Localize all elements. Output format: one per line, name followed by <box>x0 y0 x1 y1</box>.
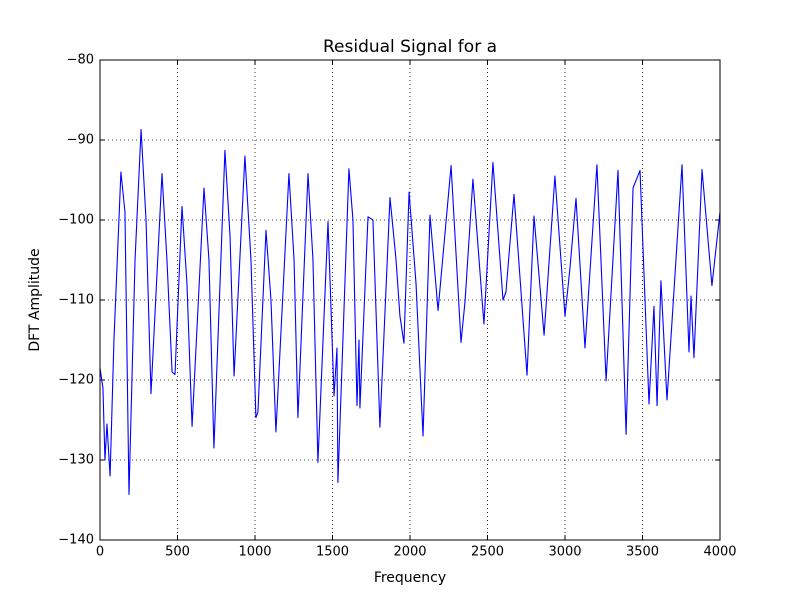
y-tick-label: −140 <box>58 533 94 548</box>
y-tick-label: −100 <box>58 213 94 228</box>
x-tick-label: 1500 <box>316 545 349 560</box>
data-line <box>99 129 721 495</box>
y-tick-label: −80 <box>67 53 94 68</box>
x-tick-label: 500 <box>165 545 190 560</box>
x-tick-label: 0 <box>96 545 104 560</box>
x-axis-label: Frequency <box>374 570 446 586</box>
x-tick-label: 2500 <box>471 545 504 560</box>
y-tick-label: −110 <box>58 293 94 308</box>
x-tick-label: 3000 <box>548 545 581 560</box>
x-tick-label: 2000 <box>393 545 426 560</box>
x-tick-label: 4000 <box>703 545 736 560</box>
plot-frame <box>99 59 721 541</box>
x-tick-label: 1000 <box>238 545 271 560</box>
y-tick-label: −90 <box>67 133 94 148</box>
y-tick-label: −120 <box>58 373 94 388</box>
chart-title: Residual Signal for a <box>323 37 497 57</box>
x-tick-label: 3500 <box>626 545 659 560</box>
y-tick-label: −130 <box>58 453 94 468</box>
y-axis-label: DFT Amplitude <box>27 248 43 351</box>
